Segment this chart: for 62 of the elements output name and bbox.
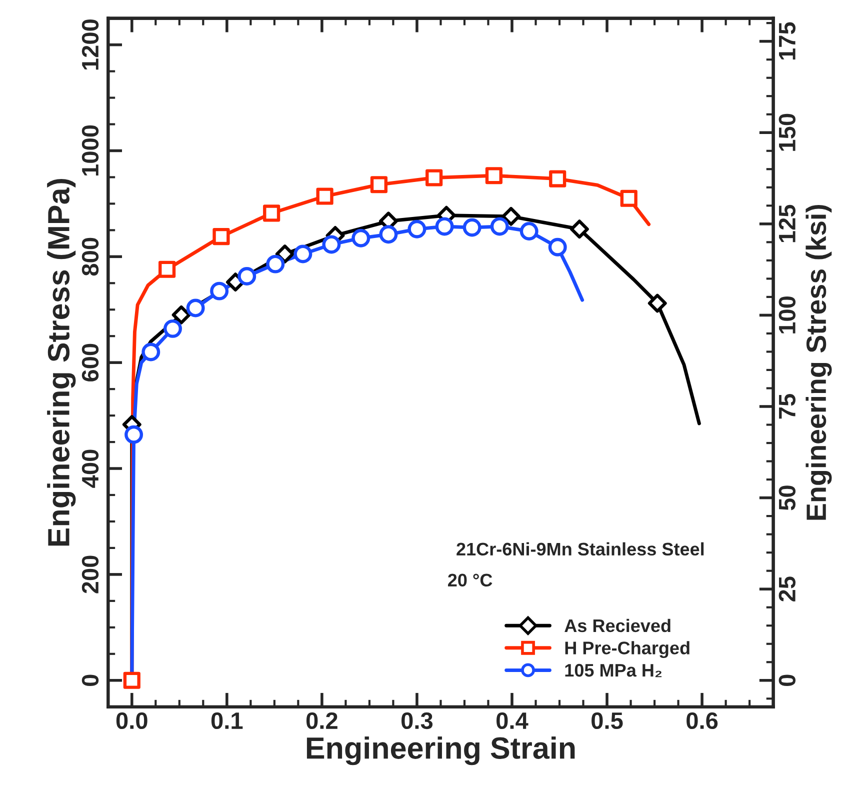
x-axis-title: Engineering Strain <box>306 736 575 766</box>
y2-tick-label: 50 <box>778 486 796 510</box>
point <box>266 254 285 274</box>
x-tick-label: 0.0 <box>116 712 148 730</box>
legend-label: As Recieved <box>564 618 670 632</box>
point <box>408 220 426 238</box>
point <box>648 294 667 313</box>
y2-tick-label: 125 <box>778 204 796 242</box>
point <box>275 244 294 264</box>
y-tick-label: 200 <box>82 556 99 594</box>
point <box>485 167 502 184</box>
point <box>186 298 205 318</box>
point <box>294 244 312 264</box>
annotation: 20 °C <box>448 574 492 587</box>
point <box>570 220 589 239</box>
point <box>172 305 191 324</box>
y2-axis-title: Engineering Stress (ksi) <box>806 204 832 520</box>
x-tick-label: 0.2 <box>306 712 338 730</box>
point <box>210 282 229 300</box>
point <box>238 267 256 286</box>
y2-tick-label: 100 <box>778 296 796 334</box>
x-tick-label: 0.3 <box>401 712 433 730</box>
point <box>316 188 334 205</box>
point <box>502 206 520 226</box>
y2-tick-label: 0 <box>778 674 796 686</box>
x-tick-label: 0.1 <box>211 712 243 730</box>
point <box>352 228 370 248</box>
y-axis-title: Engineering Stress (MPa) <box>47 179 76 546</box>
point <box>426 169 443 186</box>
point <box>263 204 280 222</box>
point <box>322 235 341 254</box>
y2-tick-label: 150 <box>778 114 796 151</box>
point <box>379 225 398 244</box>
legend-label: 105 MPa H₂ <box>565 664 662 678</box>
y2-tick-label: 75 <box>779 394 796 419</box>
y-tick-label: 1200 <box>82 19 99 70</box>
y-tick-label: 800 <box>82 238 99 276</box>
point <box>435 217 454 236</box>
point <box>620 190 638 207</box>
legend-label: H Pre-Charged <box>565 641 690 658</box>
y-tick-label: 1000 <box>82 125 99 176</box>
point <box>142 342 160 362</box>
point <box>490 217 509 236</box>
point <box>370 176 388 194</box>
point <box>520 222 538 240</box>
point <box>462 218 482 237</box>
x-tick-label: 0.4 <box>496 712 528 730</box>
point <box>164 319 182 338</box>
annotation: 21Cr-6Ni-9Mn Stainless Steel <box>456 542 704 556</box>
point <box>123 672 140 689</box>
y-tick-label: 600 <box>82 344 99 382</box>
point <box>212 228 230 246</box>
point <box>549 170 566 188</box>
y-tick-label: 0 <box>82 674 99 686</box>
x-tick-label: 0.6 <box>686 712 718 730</box>
point <box>158 260 176 278</box>
point <box>548 238 567 256</box>
y2-tick-label: 25 <box>778 576 796 602</box>
x-tick-label: 0.5 <box>592 712 623 730</box>
point <box>124 425 144 444</box>
y2-tick-label: 175 <box>779 22 796 60</box>
y-tick-label: 400 <box>82 450 99 488</box>
